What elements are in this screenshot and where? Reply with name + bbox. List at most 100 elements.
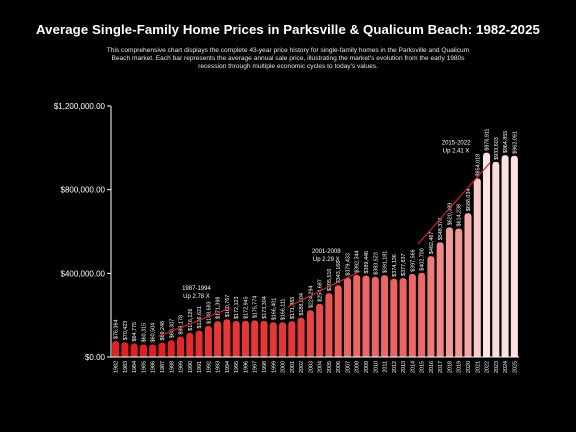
- value-label-2020: $688,034: [466, 189, 472, 211]
- bar-2021: [473, 178, 481, 357]
- value-label-1985: $60,315: [141, 323, 147, 343]
- x-tick-1995: 1995: [234, 361, 240, 373]
- value-label-2017: $548,378: [438, 218, 444, 240]
- x-tick-1984: 1984: [132, 361, 138, 373]
- bar-2018: [445, 227, 453, 357]
- bar-1988: [167, 340, 175, 357]
- x-tick-2009: 2009: [364, 361, 370, 373]
- x-tick-2007: 2007: [345, 361, 351, 373]
- x-tick-2004: 2004: [318, 361, 324, 373]
- y-tick-label: $1,200,000.00: [54, 102, 106, 111]
- bar-1987: [158, 342, 166, 357]
- value-label-2008: $392,344: [355, 250, 361, 272]
- x-tick-1983: 1983: [123, 361, 129, 373]
- bar-1993: [214, 321, 222, 357]
- bar-2015: [418, 272, 426, 357]
- bar-1995: [232, 320, 240, 357]
- x-tick-2012: 2012: [392, 361, 398, 373]
- value-label-2006: $343,168: [336, 261, 342, 283]
- x-tick-2016: 2016: [429, 361, 435, 373]
- x-tick-2010: 2010: [373, 361, 379, 373]
- chart-subtitle: This comprehensive chart displays the co…: [106, 47, 470, 70]
- value-label-2005: $305,510: [327, 269, 333, 291]
- trend-line-2: [287, 270, 361, 308]
- x-tick-2021: 2021: [475, 361, 481, 373]
- value-label-2007: $379,433: [345, 253, 351, 275]
- bar-1998: [260, 320, 268, 357]
- bar-2004: [316, 303, 324, 357]
- bar-2012: [390, 278, 398, 357]
- bar-1992: [204, 325, 212, 357]
- bar-1984: [130, 343, 138, 357]
- value-label-2015: $402,700: [420, 248, 426, 270]
- y-tick-label: $800,000.00: [61, 186, 106, 195]
- x-tick-1986: 1986: [151, 361, 157, 373]
- x-tick-2015: 2015: [420, 361, 426, 373]
- bar-2013: [399, 277, 407, 357]
- value-label-1989: $98,178: [179, 315, 185, 335]
- value-label-1984: $64,775: [132, 322, 138, 342]
- value-label-2014: $397,566: [410, 249, 416, 271]
- trend-line-1: [158, 307, 231, 337]
- x-tick-2018: 2018: [447, 361, 453, 373]
- value-label-2018: $620,389: [447, 203, 453, 225]
- annotation-1-line-1: 1987-1994: [182, 286, 211, 292]
- x-tick-2000: 2000: [281, 361, 287, 373]
- bar-2016: [427, 256, 435, 357]
- x-tick-1999: 1999: [271, 361, 277, 373]
- value-label-2016: $482,467: [429, 232, 435, 254]
- annotation-2-line-1: 2001-2008: [312, 249, 341, 255]
- value-label-1992: $148,683: [206, 301, 212, 323]
- bar-2017: [436, 242, 444, 357]
- value-label-2012: $374,136: [392, 254, 398, 276]
- value-label-1988: $80,307: [169, 319, 175, 339]
- value-label-2025: $962,091: [512, 131, 518, 153]
- x-tick-2025: 2025: [512, 361, 518, 373]
- bar-1996: [241, 320, 249, 357]
- x-tick-2019: 2019: [457, 361, 463, 373]
- bar-2020: [464, 213, 472, 357]
- x-tick-1987: 1987: [160, 361, 166, 373]
- bar-1985: [139, 344, 147, 357]
- annotation-2-line-2: Up 2.29 X: [313, 257, 340, 263]
- bar-2005: [325, 293, 333, 357]
- annotation-3-line-2: Up 2.41 X: [443, 148, 470, 154]
- x-tick-2017: 2017: [438, 361, 444, 373]
- x-tick-2002: 2002: [299, 361, 305, 373]
- bar-2022: [483, 152, 491, 357]
- x-tick-2006: 2006: [336, 361, 342, 373]
- value-label-1994: $180,767: [225, 295, 231, 317]
- annotation-3-line-1: 2015-2022: [442, 140, 471, 146]
- x-tick-2001: 2001: [290, 361, 296, 373]
- value-label-1987: $69,248: [160, 321, 166, 341]
- bar-1983: [121, 342, 129, 357]
- bar-1991: [195, 330, 203, 357]
- value-label-2022: $976,911: [485, 129, 491, 151]
- bar-1982: [112, 341, 120, 357]
- value-label-1996: $172,945: [243, 296, 249, 318]
- value-label-2009: $389,446: [364, 251, 370, 273]
- value-label-1986: $60,504: [151, 323, 157, 343]
- value-label-2013: $377,837: [401, 253, 407, 275]
- bar-2006: [334, 285, 342, 357]
- x-tick-1988: 1988: [169, 361, 175, 373]
- value-label-1983: $70,423: [123, 321, 129, 341]
- bar-1990: [186, 332, 194, 357]
- bar-1999: [269, 322, 277, 357]
- bar-2008: [353, 274, 361, 357]
- bar-2019: [455, 228, 463, 357]
- value-label-2000: $166,111: [281, 299, 287, 321]
- x-tick-1985: 1985: [141, 361, 147, 373]
- x-tick-1989: 1989: [179, 361, 185, 373]
- bar-2025: [510, 155, 518, 357]
- bar-2014: [408, 273, 416, 357]
- value-label-2003: $224,294: [308, 286, 314, 308]
- x-tick-2023: 2023: [494, 361, 500, 373]
- value-label-1995: $172,123: [234, 297, 240, 319]
- bar-1989: [177, 336, 185, 357]
- x-tick-1994: 1994: [225, 361, 231, 373]
- x-tick-2020: 2020: [466, 361, 472, 373]
- value-label-2010: $383,523: [373, 252, 379, 274]
- y-tick-label: $400,000.00: [61, 269, 106, 278]
